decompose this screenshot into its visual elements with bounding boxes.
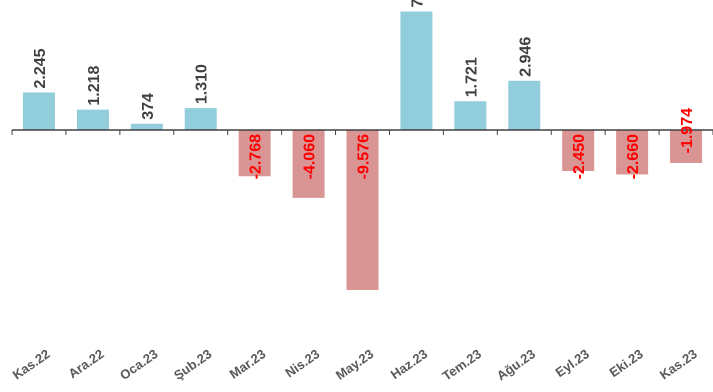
bar-Ağu.23 (508, 80, 541, 130)
bar-Ara.22 (76, 109, 109, 130)
category-label: May.23 (333, 346, 376, 383)
category-label: Kas.22 (10, 346, 53, 382)
value-label: -2.450 (571, 134, 588, 179)
category-label: Eki.23 (606, 346, 645, 380)
x-ticks-group (11, 130, 713, 135)
value-label: -2.660 (625, 134, 642, 179)
value-label: 1.721 (463, 57, 480, 97)
bar-Eki.23 (616, 130, 649, 175)
category-label: Ağu.23 (494, 346, 538, 383)
bar-Mar.23 (238, 130, 271, 177)
bar-Şub.23 (184, 108, 217, 130)
category-label: Ara.22 (65, 346, 106, 381)
category-label: Tem.23 (440, 346, 485, 383)
bar-Kas.22 (22, 92, 55, 130)
value-label: -9.576 (356, 134, 373, 179)
value-label: -2.768 (248, 134, 265, 179)
category-label: Haz.23 (388, 346, 430, 382)
bar-Haz.23 (400, 11, 433, 130)
value-labels-group: 2.245 1.218 374 1.310 -2.768 -4.060 -9.576 7.09… (32, 0, 696, 179)
bar-Nis.23 (292, 130, 325, 198)
value-label: -4.060 (302, 134, 319, 179)
value-label: 1.310 (194, 64, 211, 104)
category-label: Eyl.23 (553, 346, 592, 380)
value-label: 1.218 (86, 66, 103, 106)
bar-Tem.23 (454, 101, 487, 130)
category-label: Şub.23 (171, 346, 215, 383)
category-label: Mar.23 (227, 346, 269, 382)
category-label: Nis.23 (282, 346, 322, 380)
bar-May.23 (346, 130, 379, 291)
category-labels-group: Kas.22 Ara.22 Oca.23 Şub.23 Mar.23 Nis.23 May.… (10, 346, 700, 383)
value-label: -1.974 (679, 108, 696, 153)
value-label: 7.091 (409, 0, 426, 8)
bar-Eyl.23 (562, 130, 595, 171)
category-label: Kas.23 (657, 346, 700, 382)
value-label: 2.946 (517, 37, 534, 77)
category-label: Oca.23 (117, 346, 161, 383)
bar-Kas.23 (670, 130, 703, 163)
value-label: 2.245 (32, 48, 49, 88)
value-label: 374 (140, 93, 157, 120)
bars-group (22, 11, 703, 291)
bar-Oca.23 (130, 123, 163, 130)
